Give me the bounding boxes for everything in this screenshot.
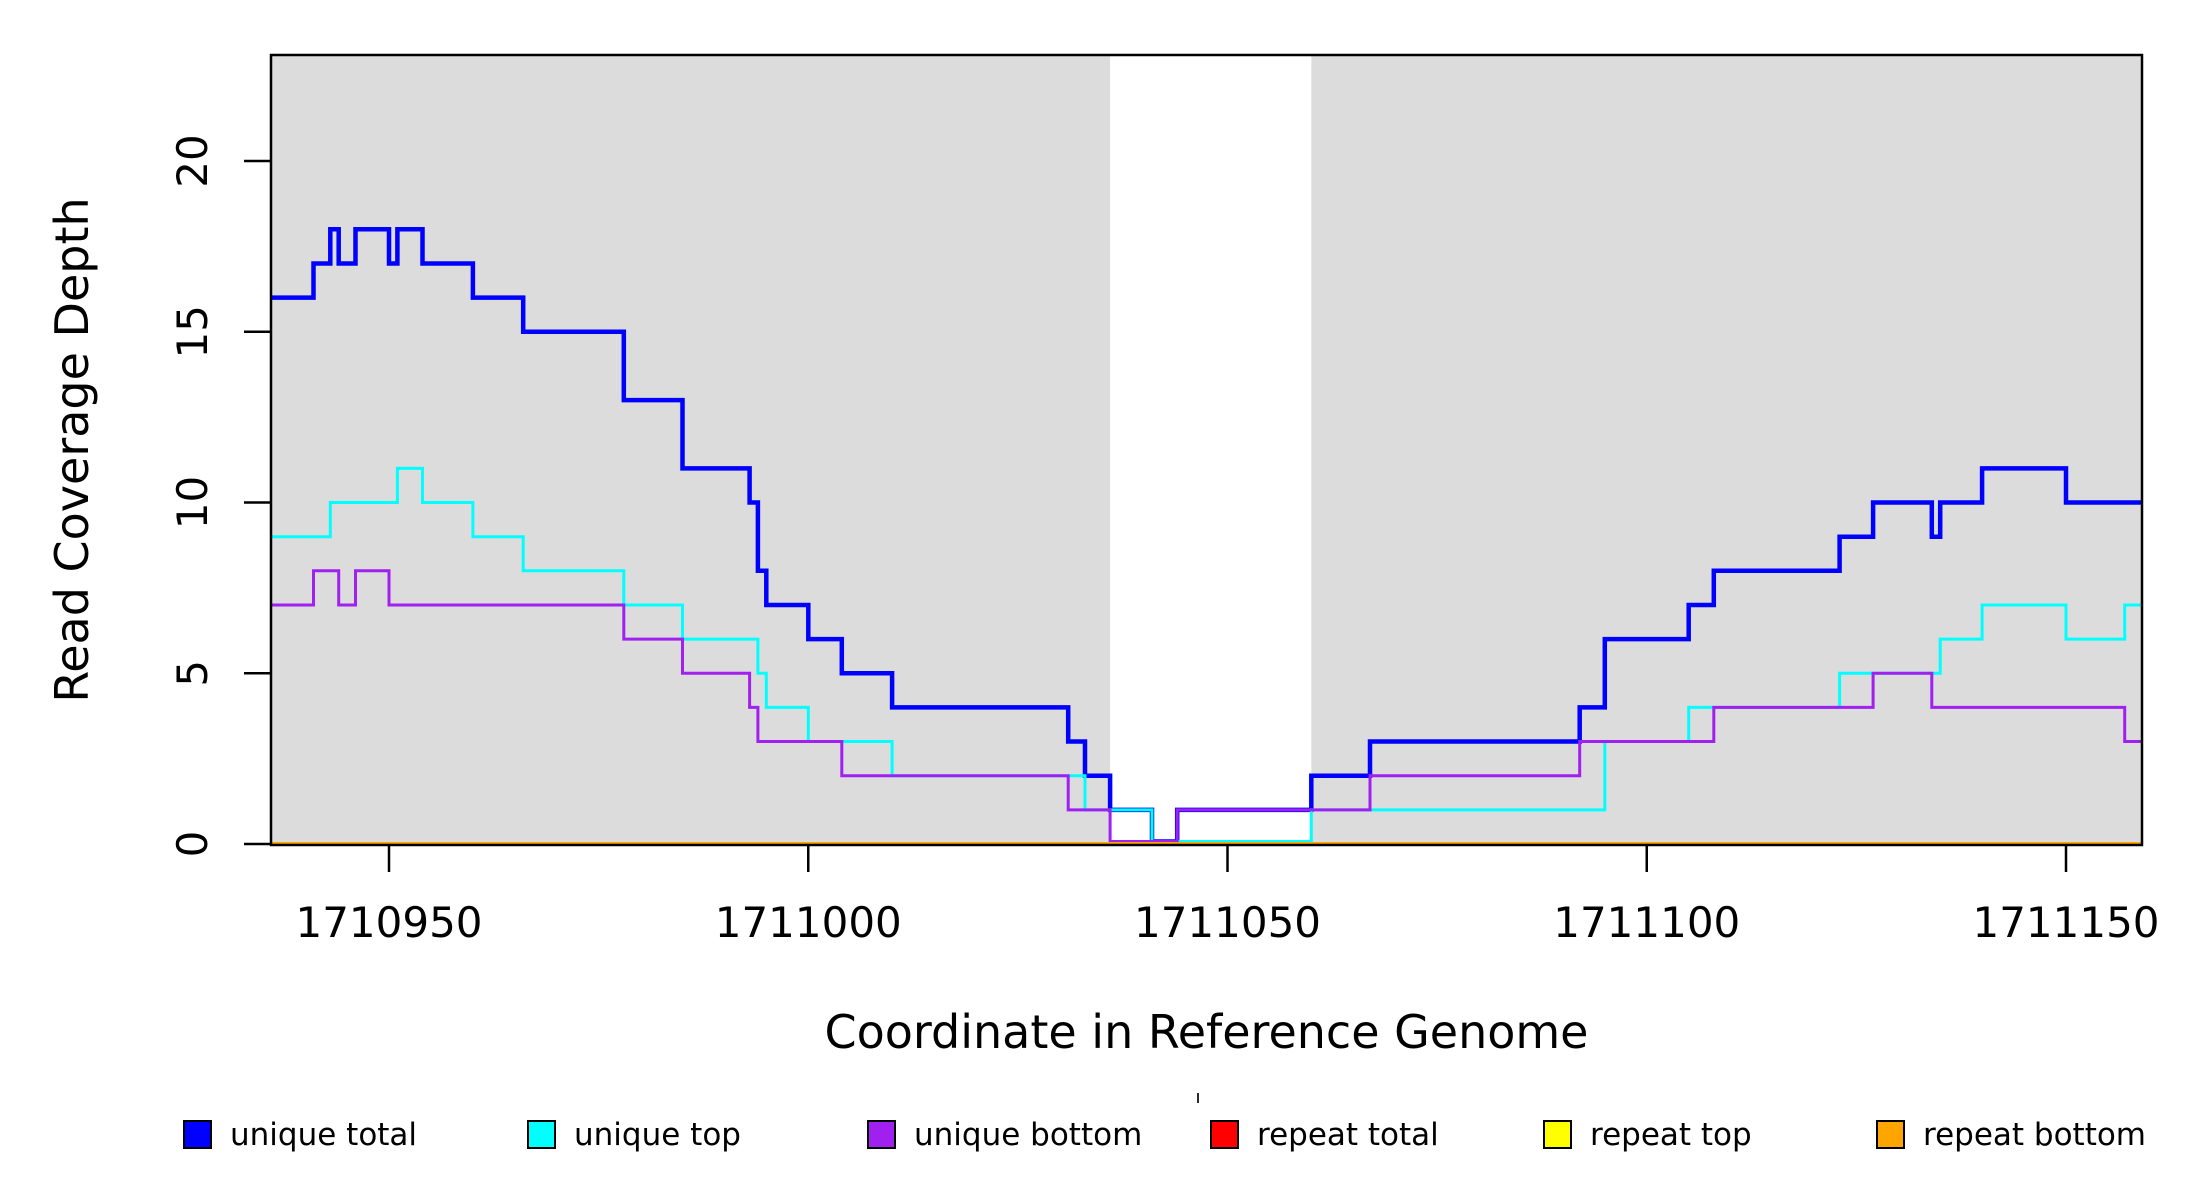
axis-ticks: 1710950 1711000 1711050 1711100 1711150 0 5 10 1… bbox=[168, 134, 2160, 947]
series-unique-total bbox=[271, 227, 2142, 844]
series-unique-top bbox=[271, 466, 2142, 843]
legend-label: unique total bbox=[230, 1117, 417, 1153]
legend-swatch-unique-total bbox=[183, 1120, 212, 1149]
legend-swatch-repeat-top bbox=[1543, 1120, 1572, 1149]
series-unique-bottom bbox=[271, 569, 2142, 843]
y-tick-label: 0 bbox=[168, 831, 217, 858]
y-tick-label: 5 bbox=[168, 660, 217, 687]
legend-label: unique bottom bbox=[914, 1117, 1142, 1153]
shaded-region bbox=[271, 55, 1111, 845]
x-tick-label: 1711000 bbox=[715, 898, 902, 947]
legend-label: repeat bottom bbox=[1923, 1117, 2146, 1153]
legend-label: repeat top bbox=[1590, 1117, 1752, 1153]
y-tick-label: 15 bbox=[168, 305, 217, 358]
plot-border bbox=[269, 53, 2144, 847]
legend-label: repeat total bbox=[1257, 1117, 1439, 1153]
legend-swatch-unique-top bbox=[527, 1120, 556, 1149]
y-tick-label: 20 bbox=[168, 134, 217, 187]
y-axis-title: Read Coverage Depth bbox=[45, 197, 99, 702]
shaded-regions bbox=[271, 55, 2142, 845]
legend-swatch-repeat-total bbox=[1210, 1120, 1239, 1149]
x-tick-label: 1711050 bbox=[1134, 898, 1321, 947]
y-tick-label: 10 bbox=[168, 476, 217, 529]
shaded-region bbox=[1311, 55, 2142, 845]
legend-swatch-unique-bottom bbox=[867, 1120, 896, 1149]
x-tick-label: 1711100 bbox=[1553, 898, 1740, 947]
legend-swatch-repeat-bottom bbox=[1876, 1120, 1905, 1149]
legend: unique total unique top unique bottom repea… bbox=[183, 1117, 2146, 1153]
legend-label: unique top bbox=[574, 1117, 741, 1153]
x-tick-label: 1710950 bbox=[295, 898, 482, 947]
x-axis-title: Coordinate in Reference Genome bbox=[825, 1005, 1589, 1059]
x-tick-label: 1711150 bbox=[1972, 898, 2159, 947]
